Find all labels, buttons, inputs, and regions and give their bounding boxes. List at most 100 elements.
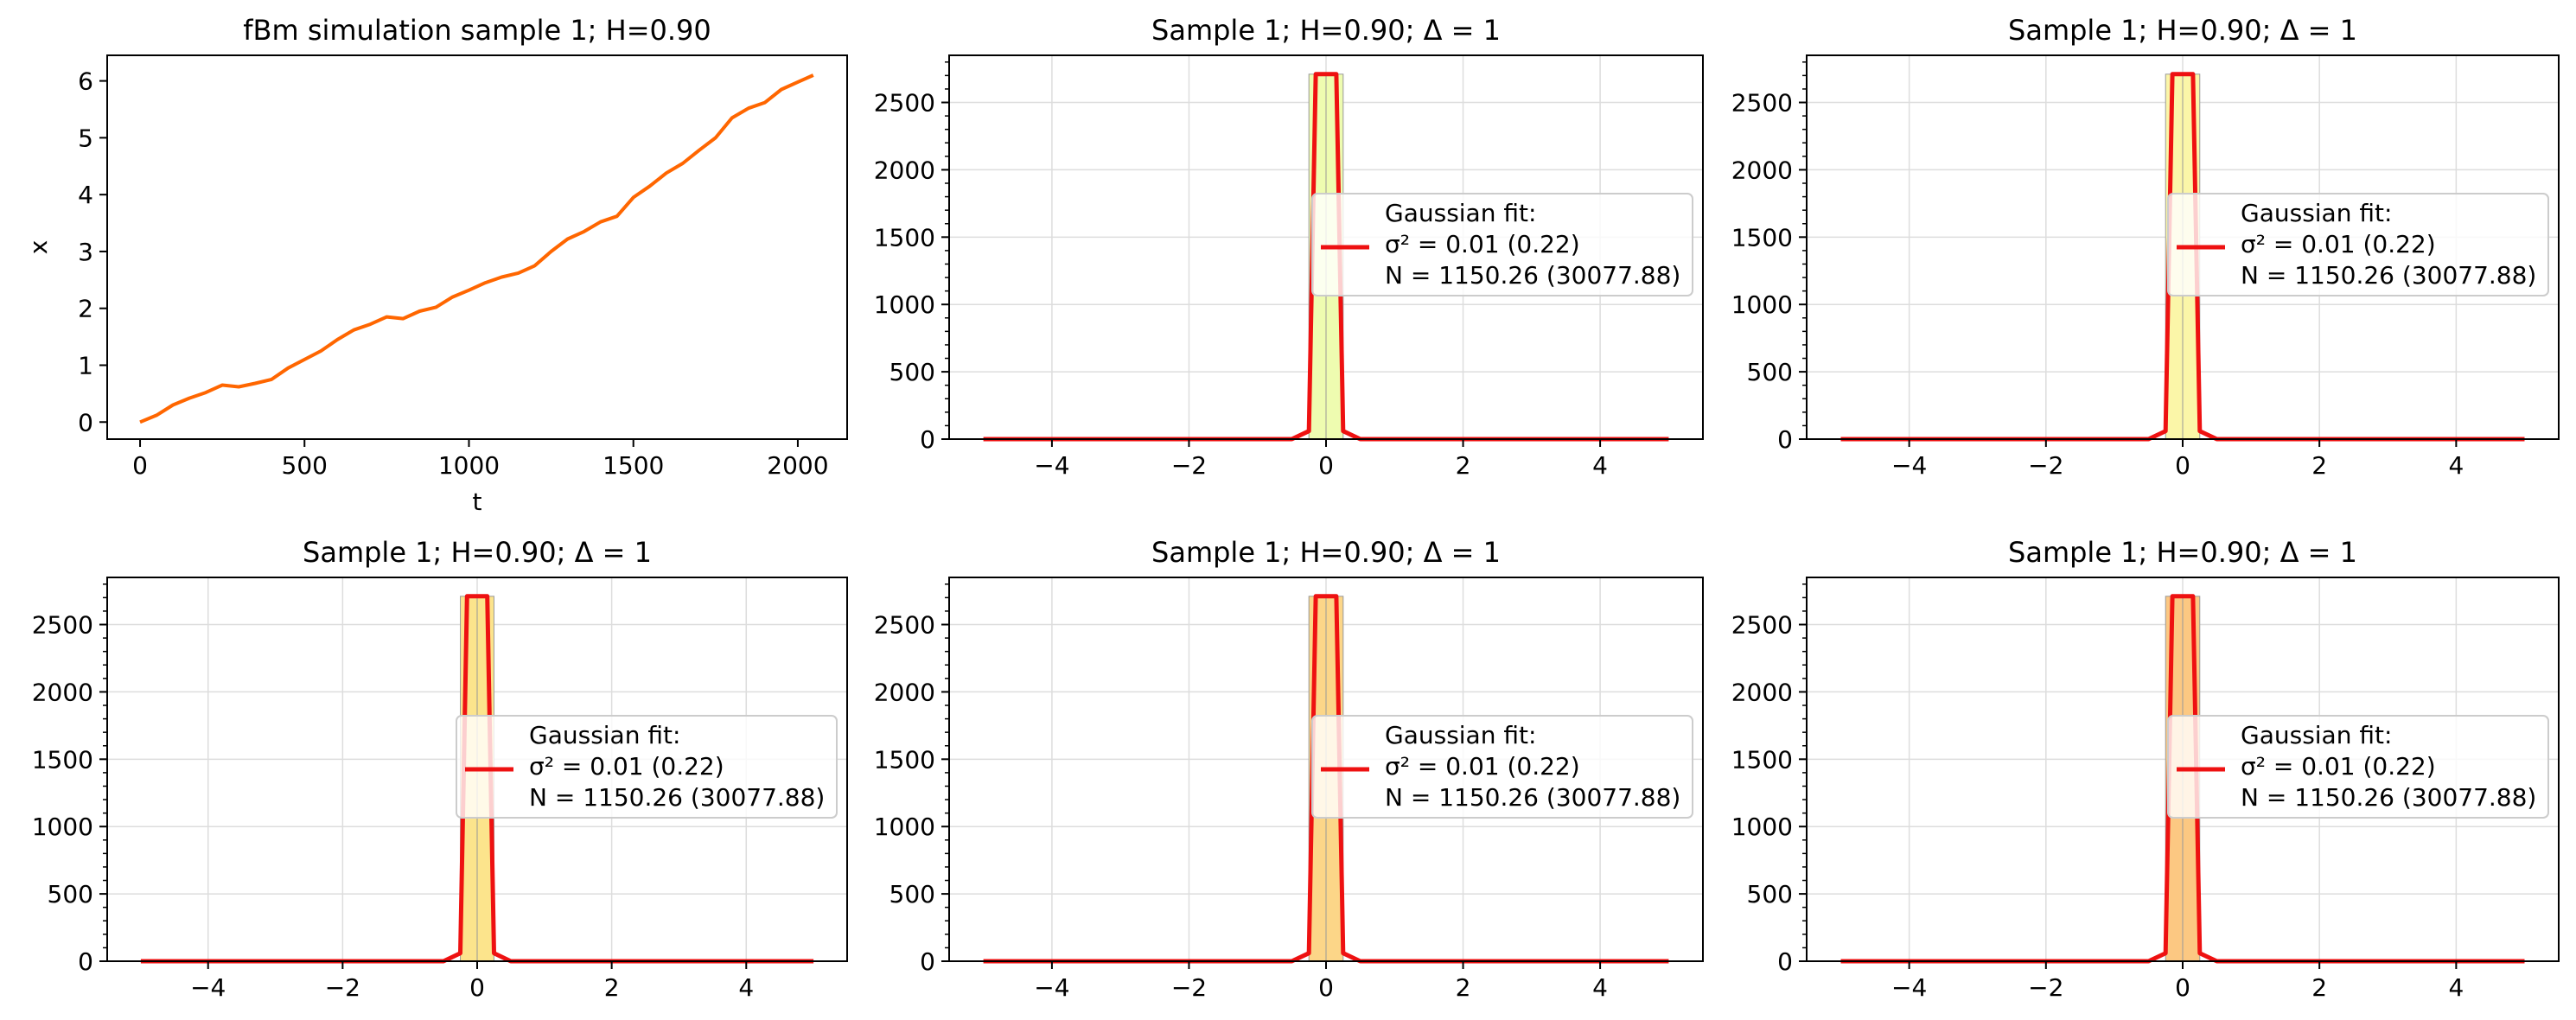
gaussian-fit-line xyxy=(1840,72,2525,442)
legend-text: N = 1150.26 (30077.88) xyxy=(529,783,825,812)
tick-label-x: 2 xyxy=(2311,973,2327,1002)
legend: Gaussian fit: σ² = 0.01 (0.22) N = 1150.2… xyxy=(2167,715,2549,819)
subplot-5: −4 −2 0 2 4 0 500 1000 1500 2000 2500 Sample 1; H=0… xyxy=(874,536,1704,1002)
subplot-6: −4 −2 0 2 4 0 500 1000 1500 2000 2500 Sample 1; H=0… xyxy=(1731,536,2560,1002)
tick-label-x: 4 xyxy=(1592,973,1608,1002)
tick-label-y: 0 xyxy=(920,947,935,976)
legend-box xyxy=(2167,715,2549,819)
gaussian-fit-line xyxy=(140,594,814,964)
tick-label-y: 500 xyxy=(48,880,93,908)
legend-text: N = 1150.26 (30077.88) xyxy=(1385,261,1680,290)
tick-label-y: 2000 xyxy=(874,156,935,184)
chart-title: Sample 1; H=0.90; Δ = 1 xyxy=(1151,14,1501,47)
tick-label-x: −4 xyxy=(1891,973,1927,1002)
legend-text: Gaussian fit: xyxy=(529,721,680,749)
tick-label-x: 4 xyxy=(2448,973,2464,1002)
tick-label-y: 0 xyxy=(78,408,93,437)
tick-label-y: 0 xyxy=(1777,425,1793,454)
tick-label-y: 1000 xyxy=(874,290,935,319)
legend-text: σ² = 0.01 (0.22) xyxy=(529,752,724,781)
tick-label-y: 2500 xyxy=(32,611,93,640)
tick-label-y: 1500 xyxy=(874,745,935,774)
tick-label-y: 1500 xyxy=(1731,745,1793,774)
tick-label-x: −2 xyxy=(2028,451,2063,480)
tick-label-x: 0 xyxy=(2175,973,2190,1002)
tick-label-x: 500 xyxy=(282,451,328,480)
tick-label-y: 1000 xyxy=(1731,813,1793,841)
subplot-1: 0 500 1000 1500 2000 0 1 2 3 4 5 6 fBm simulation sa… xyxy=(24,14,848,516)
tick-label-x: −2 xyxy=(2028,973,2063,1002)
tick-label-y: 2500 xyxy=(1731,611,1793,640)
tick-label-y: 500 xyxy=(1747,358,1793,386)
tick-label-y: 500 xyxy=(889,358,935,386)
legend-text: Gaussian fit: xyxy=(1385,721,1536,749)
legend: Gaussian fit: σ² = 0.01 (0.22) N = 1150.2… xyxy=(2167,193,2549,296)
tick-label-x: 4 xyxy=(2448,451,2464,480)
tick-label-y: 2000 xyxy=(874,678,935,706)
tick-label-y: 1000 xyxy=(874,813,935,841)
tick-label-x: 2 xyxy=(2311,451,2327,480)
tick-label-x: −2 xyxy=(1171,973,1207,1002)
tick-label-y: 2000 xyxy=(1731,156,1793,184)
tick-label-x: −4 xyxy=(190,973,226,1002)
tick-label-y: 1500 xyxy=(32,745,93,774)
legend-text: Gaussian fit: xyxy=(2241,721,2392,749)
subplot-3: −4 −2 0 2 4 0 500 1000 1500 2000 2500 Sample 1; H=0… xyxy=(1731,14,2560,480)
tick-label-x: 0 xyxy=(1318,451,1334,480)
tick-label-x: 2000 xyxy=(767,451,828,480)
legend-text: σ² = 0.01 (0.22) xyxy=(2241,230,2436,258)
legend: Gaussian fit: σ² = 0.01 (0.22) N = 1150.2… xyxy=(1311,715,1693,819)
tick-label-y: 1000 xyxy=(32,813,93,841)
chart-title: fBm simulation sample 1; H=0.90 xyxy=(243,14,711,47)
x-axis-label: t xyxy=(473,488,482,516)
tick-label-y: 1 xyxy=(78,351,93,379)
tick-label-x: −4 xyxy=(1034,451,1069,480)
tick-label-x: 4 xyxy=(738,973,754,1002)
tick-label-y: 2500 xyxy=(874,611,935,640)
tick-label-x: 2 xyxy=(604,973,620,1002)
legend: Gaussian fit: σ² = 0.01 (0.22) N = 1150.2… xyxy=(1311,193,1693,296)
tick-label-x: 0 xyxy=(1318,973,1334,1002)
chart-title: Sample 1; H=0.90; Δ = 1 xyxy=(303,536,652,569)
legend-text: N = 1150.26 (30077.88) xyxy=(1385,783,1680,812)
tick-label-x: −4 xyxy=(1034,973,1069,1002)
tick-label-y: 4 xyxy=(78,181,93,209)
legend-text: σ² = 0.01 (0.22) xyxy=(1385,752,1580,781)
y-axis-label: x xyxy=(24,240,53,255)
tick-label-y: 0 xyxy=(1777,947,1793,976)
tick-label-x: 2 xyxy=(1456,973,1471,1002)
axes-frame xyxy=(106,54,848,440)
tick-label-y: 2 xyxy=(78,295,93,323)
tick-label-y: 500 xyxy=(1747,880,1793,908)
tick-label-y: 2500 xyxy=(874,89,935,118)
legend-text: σ² = 0.01 (0.22) xyxy=(2241,752,2436,781)
tick-label-x: 2 xyxy=(1456,451,1471,480)
legend-text: N = 1150.26 (30077.88) xyxy=(2241,261,2536,290)
legend-text: N = 1150.26 (30077.88) xyxy=(2241,783,2536,812)
gaussian-fit-line xyxy=(1840,594,2525,964)
tick-label-x: 0 xyxy=(2175,451,2190,480)
legend-box xyxy=(1311,715,1693,819)
tick-label-y: 1500 xyxy=(1731,223,1793,252)
legend: Gaussian fit: σ² = 0.01 (0.22) N = 1150.2… xyxy=(456,715,838,819)
tick-label-y: 0 xyxy=(78,947,93,976)
tick-label-y: 500 xyxy=(889,880,935,908)
tick-label-y: 1000 xyxy=(1731,290,1793,319)
chart-title: Sample 1; H=0.90; Δ = 1 xyxy=(2008,14,2357,47)
tick-label-x: 0 xyxy=(469,973,485,1002)
subplot-2: −4 −2 0 2 4 0 500 1000 1500 2000 2500 Sample 1; H=0… xyxy=(874,14,1704,480)
tick-label-y: 2500 xyxy=(1731,89,1793,118)
tick-label-x: −4 xyxy=(1891,451,1927,480)
tick-label-y: 1500 xyxy=(874,223,935,252)
chart-title: Sample 1; H=0.90; Δ = 1 xyxy=(1151,536,1501,569)
tick-label-y: 6 xyxy=(78,67,93,96)
tick-label-x: −2 xyxy=(325,973,360,1002)
series-line-1 xyxy=(139,73,814,424)
legend-text: Gaussian fit: xyxy=(1385,199,1536,227)
legend-box xyxy=(456,715,838,819)
legend-text: Gaussian fit: xyxy=(2241,199,2392,227)
tick-label-x: 0 xyxy=(132,451,148,480)
chart-title: Sample 1; H=0.90; Δ = 1 xyxy=(2008,536,2357,569)
tick-label-x: 1500 xyxy=(603,451,664,480)
